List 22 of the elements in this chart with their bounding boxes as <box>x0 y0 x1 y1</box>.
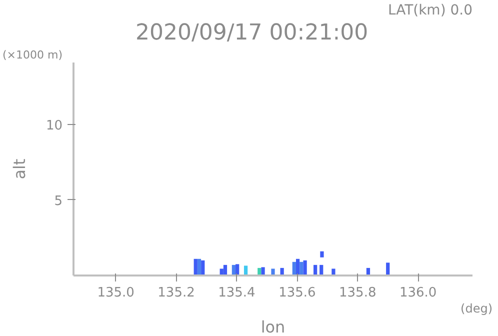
bar <box>320 251 324 258</box>
bar <box>386 262 390 276</box>
x-tick-label: 135.2 <box>158 286 195 300</box>
x-tick-label: 135.0 <box>97 286 134 300</box>
x-tick-label: 136.0 <box>399 286 437 300</box>
x-tick-label: 135.8 <box>339 286 376 300</box>
bar <box>303 260 307 276</box>
x-axis-title: lon <box>260 318 286 336</box>
bar <box>197 258 202 276</box>
y-tick-label: 10 <box>46 118 63 134</box>
text: (deg) <box>460 302 493 316</box>
bar <box>271 268 275 276</box>
chart-title: 2020/09/17 00:21:00 <box>136 20 368 46</box>
text: LAT(km) 0.0 <box>388 2 472 18</box>
bar <box>261 267 265 276</box>
bar <box>194 258 198 276</box>
x-tick-label: 135.4 <box>218 286 256 300</box>
y-axis-title: alt <box>10 158 29 180</box>
bar <box>332 268 336 276</box>
text: (×1000 m) <box>2 48 63 62</box>
x-tick-label: 135.6 <box>278 286 316 300</box>
y-tick-label: 5 <box>54 194 63 209</box>
